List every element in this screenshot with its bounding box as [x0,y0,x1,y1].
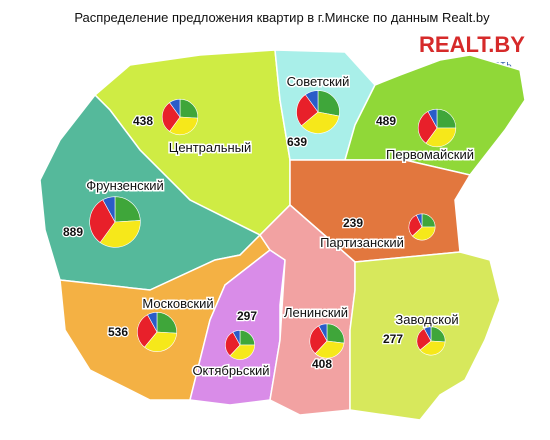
district-name: Московский [142,296,213,311]
pie-slice [179,98,199,119]
listing-count: 277 [383,332,403,346]
listing-count: 297 [237,309,257,323]
pie-slice [411,226,436,241]
pie-slice [304,90,319,113]
listing-count: 239 [343,216,363,230]
listing-count: 889 [63,225,83,239]
pie-slice [144,331,177,352]
pie-slice [318,323,328,342]
labels-and-pies: Центральный 438 Советский 639 Первомайский 48… [62,73,476,380]
listing-count: 639 [287,135,307,149]
district-name: Первомайский [386,147,474,162]
district-name: Центральный [169,140,252,155]
pie-slice [147,312,158,333]
listing-count: 438 [133,114,153,128]
pie-slice [326,323,345,344]
district-name: Заводской [395,312,458,327]
pie-slice [225,331,241,357]
pie-slice [436,108,457,129]
pie-slice [169,98,181,118]
pie-slice [156,312,177,334]
listing-count: 408 [312,357,332,371]
logo-text: REALT.BY [419,32,525,57]
listing-count: 536 [108,325,128,339]
pie-slice [301,111,340,134]
district-name: Октябрьский [192,363,269,378]
district-name: Фрунзенский [86,178,164,193]
pie-slice [161,102,181,132]
pie-slice [169,116,199,136]
pie-slice [137,314,158,348]
pie-slice [102,196,116,223]
map-title: Распределение предложения квартир в г.Ми… [74,10,490,25]
pie-slice [296,94,319,127]
pie-slice [427,108,438,129]
pie-slice [417,111,438,144]
listing-count: 489 [376,114,396,128]
pie-slice [309,325,328,354]
pie-slice [232,330,241,346]
pie-slice [425,127,457,148]
pie-slice [99,220,141,248]
district-name: Партизанский [320,235,404,250]
pie-slice [423,326,432,342]
district-name: Ленинский [284,305,348,320]
pie-slice [419,340,446,356]
pie-slice [314,340,345,359]
pie-slice [114,196,141,223]
pie-slice [317,90,340,117]
district-name: Советский [287,74,350,89]
pie-slice [89,199,116,243]
pie-slice [416,213,423,228]
pie-slice [229,344,255,360]
